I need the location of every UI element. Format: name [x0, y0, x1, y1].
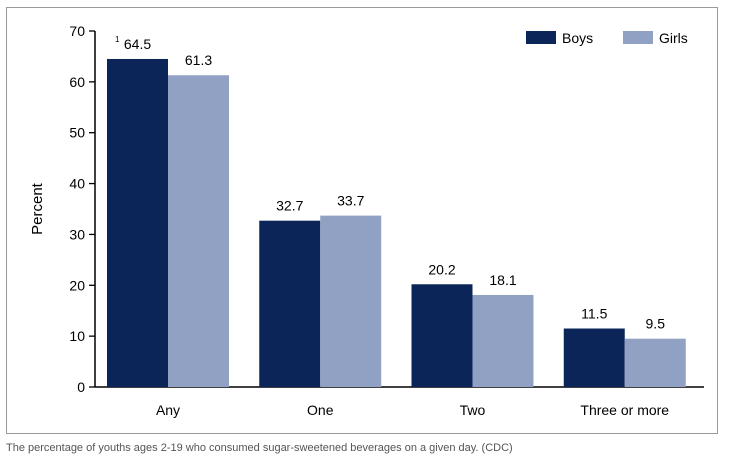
data-label: 11.5 — [581, 306, 607, 322]
data-label: 9.5 — [646, 316, 666, 332]
footnote-marker: 1 — [115, 35, 120, 44]
data-label: 20.2 — [428, 261, 455, 277]
x-tick-label: Two — [460, 402, 486, 418]
bar-chart: 0 10 20 30 40 50 60 70 Percent 64.5 1 61.3 Any 32.7 33… — [29, 23, 704, 418]
legend-swatch-girls — [623, 31, 653, 44]
data-label: 32.7 — [276, 198, 303, 214]
y-tick-label: 70 — [69, 23, 85, 39]
chart-caption: The percentage of youths ages 2-19 who c… — [6, 442, 513, 454]
legend-swatch-boys — [526, 31, 556, 44]
bar-girls-three-or-more — [624, 338, 686, 387]
legend-label-girls: Girls — [659, 30, 688, 46]
data-label: 18.1 — [489, 272, 516, 288]
y-tick-label: 20 — [69, 277, 85, 293]
data-label: 64.5 — [124, 36, 151, 52]
chart-frame: 0 10 20 30 40 50 60 70 Percent 64.5 1 61.3 Any 32.7 33… — [6, 7, 718, 434]
bar-girls-two — [472, 294, 534, 387]
y-tick-label: 40 — [69, 176, 85, 192]
legend-label-boys: Boys — [562, 30, 593, 46]
bar-girls-any — [168, 75, 229, 387]
y-tick-label: 10 — [69, 328, 85, 344]
data-label: 33.7 — [337, 193, 364, 209]
bar-boys-one — [259, 220, 321, 387]
x-tick-label: One — [307, 402, 334, 418]
y-tick-label: 0 — [77, 379, 85, 395]
y-axis-title: Percent — [29, 182, 46, 235]
x-tick-label: Three or more — [580, 402, 669, 418]
bar-boys-two — [411, 284, 473, 387]
data-label: 61.3 — [185, 52, 212, 68]
bar-girls-one — [320, 215, 382, 387]
y-tick-label: 50 — [69, 125, 85, 141]
y-tick-label: 30 — [69, 226, 85, 242]
bar-boys-three-or-more — [563, 328, 625, 387]
x-tick-label: Any — [156, 402, 180, 418]
bar-boys-any — [107, 58, 168, 387]
y-tick-label: 60 — [69, 74, 85, 90]
